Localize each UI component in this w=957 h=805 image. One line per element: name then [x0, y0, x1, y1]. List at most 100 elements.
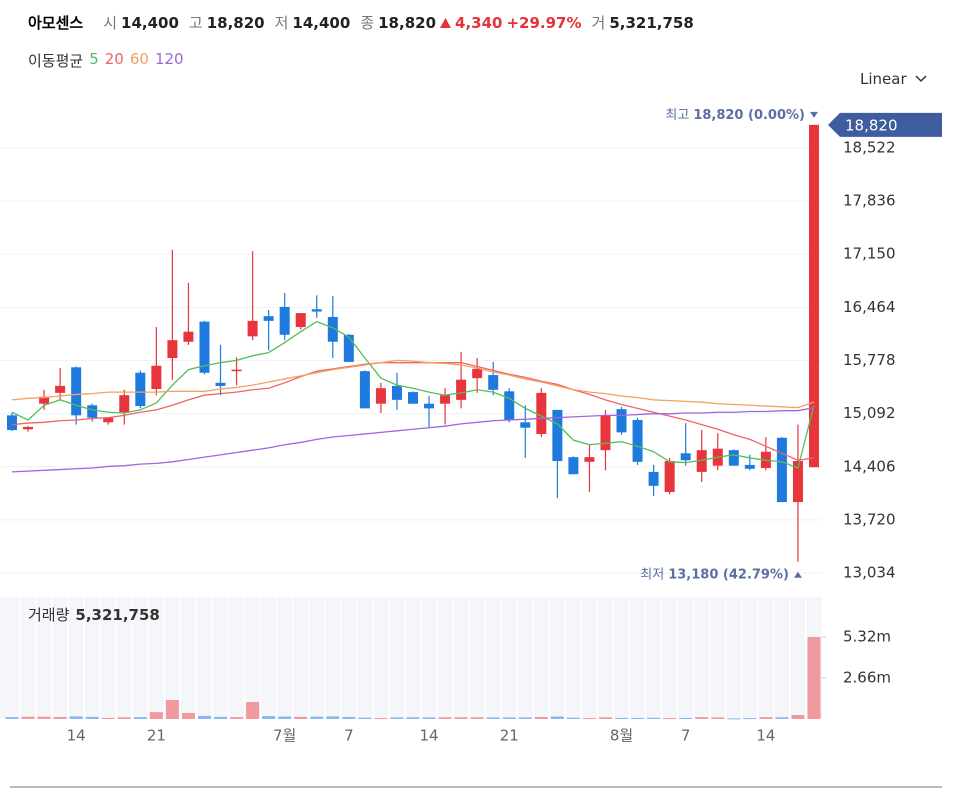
change-value: 4,340	[455, 13, 503, 32]
volume-title: 거래량 5,321,758	[28, 606, 160, 624]
volume-bar	[230, 717, 244, 719]
candle-body	[23, 426, 34, 430]
volume-bar	[278, 716, 292, 719]
last-price-label: 18,820	[845, 116, 898, 134]
candle-body	[600, 415, 611, 451]
volume-bar	[390, 717, 404, 719]
candle-body	[488, 375, 499, 390]
volume-bar	[310, 716, 324, 719]
chevron	[915, 75, 927, 83]
candle-body	[55, 385, 66, 393]
volume-bar	[214, 716, 228, 719]
candle-body	[151, 365, 162, 390]
volume-bar	[807, 636, 821, 719]
candle-body	[375, 388, 386, 404]
volume-bar	[775, 717, 789, 719]
candle-body	[664, 461, 675, 493]
candle-body	[247, 320, 258, 337]
stock-name: 아모센스	[28, 14, 84, 32]
candle-body	[536, 392, 547, 434]
volume-bar	[262, 716, 276, 719]
value: 18,820	[378, 13, 437, 32]
x-tick-label: 8월	[610, 727, 633, 745]
label: 시	[103, 14, 118, 32]
volume-bar	[486, 717, 500, 719]
volume-bar	[374, 718, 388, 720]
volume-bar	[342, 716, 356, 719]
candle-body	[584, 457, 595, 462]
volume-bar	[743, 718, 757, 720]
volume-bar	[791, 714, 805, 719]
up-triangle	[440, 17, 452, 28]
ma-line	[11, 362, 815, 461]
y-tick-label: 17,150	[843, 245, 896, 263]
label: 고	[188, 14, 203, 32]
y-tick-label: 14,406	[843, 457, 896, 475]
candle-body	[776, 437, 787, 503]
volume-bar	[117, 717, 131, 719]
volume-bar	[165, 700, 179, 719]
volume-bar	[326, 716, 340, 719]
candle-body	[456, 379, 467, 400]
candle-body	[616, 409, 627, 433]
volume-bar	[358, 717, 372, 719]
x-tick-label: 21	[147, 727, 166, 745]
label: 저	[274, 14, 289, 32]
volume-bar	[550, 716, 564, 719]
ma-line	[11, 359, 815, 409]
x-tick-label: 7	[681, 727, 691, 745]
candle-body	[568, 457, 579, 475]
volume-bar	[294, 716, 308, 719]
volume-bar	[422, 717, 436, 719]
ma-legend-entry: 120	[154, 50, 184, 68]
candle-body	[327, 316, 338, 342]
candle-body	[7, 415, 17, 431]
candle-body	[135, 372, 146, 407]
annotation-label: 최저	[640, 567, 664, 582]
scale-label[interactable]: Linear	[860, 70, 907, 88]
candle-body	[343, 334, 354, 362]
candle-body	[295, 313, 306, 328]
volume-bar	[727, 718, 741, 720]
candle-body	[552, 409, 563, 462]
ma-legend-entry: 60	[129, 50, 149, 68]
candle-body	[792, 461, 803, 503]
change-percent: +29.97%	[506, 13, 582, 32]
y-tick-label: 5.32m	[843, 627, 891, 645]
volume-pane	[0, 597, 822, 719]
value: 5,321,758	[609, 13, 694, 32]
value: 14,400	[121, 13, 179, 32]
candle-body	[87, 405, 98, 418]
candle-body	[167, 340, 178, 359]
volume-bar	[85, 716, 99, 719]
y-tick-label: 18,522	[843, 138, 896, 156]
volume-bar	[566, 717, 580, 719]
candle-body	[520, 422, 531, 428]
candle-body	[424, 403, 435, 409]
x-tick-label: 7월	[273, 727, 296, 745]
volume-bar	[21, 716, 35, 719]
y-tick-label: 13,034	[843, 564, 896, 582]
candle-body	[809, 124, 819, 468]
y-tick-label: 13,720	[843, 510, 896, 528]
volume-bar	[534, 716, 548, 719]
header: 아모센스 시 14,400 고 18,820 저 14,400 종 18,820 4,3…	[28, 12, 694, 33]
candle-body	[680, 453, 691, 461]
volume-bar	[181, 712, 195, 719]
candle-body	[71, 367, 82, 416]
volume-bar	[582, 718, 596, 720]
candle-body	[440, 395, 451, 404]
volume-bar	[246, 702, 260, 719]
volume-bar	[711, 717, 725, 719]
ma-line	[11, 320, 815, 469]
scale-menu[interactable]: Linear	[860, 70, 927, 88]
candle-body	[103, 417, 114, 423]
volume-bar	[615, 717, 629, 719]
volume-bar	[759, 717, 773, 719]
y-tick-label: 15,092	[843, 404, 896, 422]
volume-bar	[518, 717, 532, 719]
x-tick-label: 7	[344, 727, 354, 745]
annotation-value: 13,180 (42.79%)	[668, 567, 789, 582]
candle-body	[279, 306, 290, 335]
